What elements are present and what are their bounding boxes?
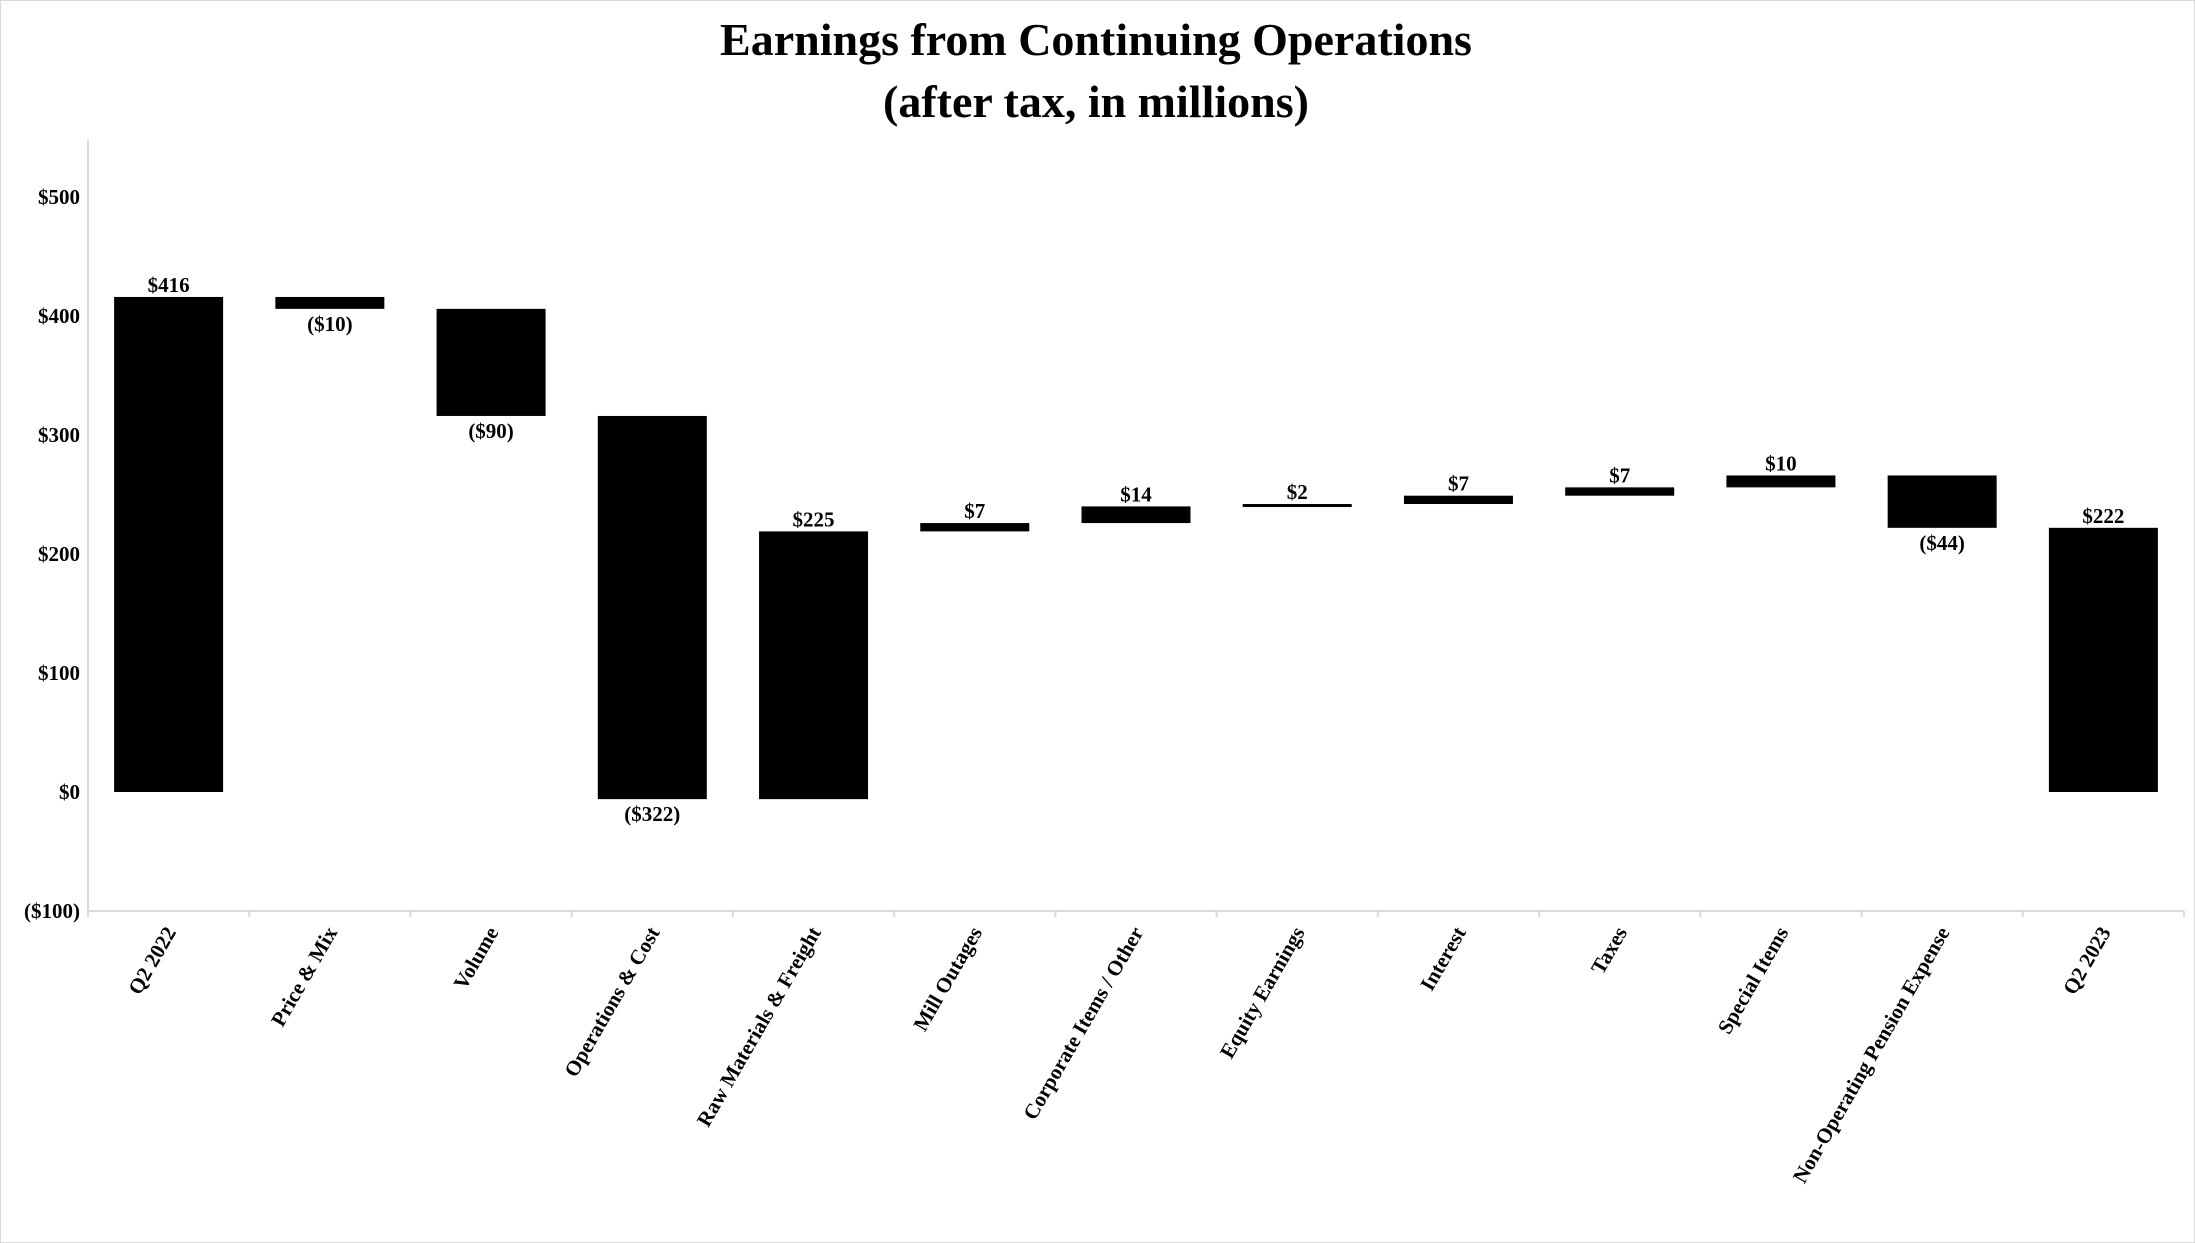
y-tick-label: $100 [38, 661, 80, 685]
bar-0 [114, 296, 224, 792]
bar-11 [1887, 475, 1997, 528]
bar-2 [436, 308, 546, 416]
bar-6 [1081, 506, 1191, 524]
labels: $416 Q2 2022 ($10) Price & Mix ($90) Volume ($… [123, 273, 2124, 1187]
bar-8 [1403, 495, 1513, 505]
x-tick-label: Equity Earnings [1215, 923, 1310, 1063]
y-tick-label: $200 [38, 542, 80, 566]
x-tick-label: Taxes [1586, 923, 1632, 979]
data-label: $7 [1609, 463, 1630, 487]
x-tick-label: Price & Mix [266, 922, 342, 1030]
y-tick-label: $400 [38, 304, 80, 328]
x-tick-label: Special Items [1713, 923, 1794, 1039]
bar-3 [597, 415, 707, 800]
data-label: $416 [148, 273, 190, 297]
data-label: $2 [1287, 480, 1308, 504]
data-label: ($10) [307, 312, 353, 336]
x-tick-label: Mill Outages [908, 923, 987, 1036]
y-tick-label: $0 [59, 780, 80, 804]
x-tick-label: Q2 2022 [123, 923, 181, 999]
data-label: $7 [1448, 472, 1469, 496]
bar-4 [759, 531, 869, 800]
data-label: ($44) [1919, 531, 1965, 555]
data-label: $10 [1765, 451, 1797, 475]
bars [114, 296, 2158, 800]
data-label: $225 [793, 507, 835, 531]
bar-5 [920, 523, 1030, 532]
bar-9 [1565, 487, 1675, 496]
axes: ($100) $0 $100 $200 $300 $400 $500 [24, 140, 2185, 923]
x-tick-label: Q2 2023 [2058, 923, 2116, 999]
data-label: $14 [1120, 482, 1152, 506]
data-label: $222 [2082, 504, 2124, 528]
y-tick-label: $500 [38, 185, 80, 209]
data-label: ($322) [624, 802, 680, 826]
x-tick-label: Interest [1415, 922, 1471, 994]
x-tick-label: Corporate Items / Other [1018, 923, 1148, 1124]
chart-title: Earnings from Continuing Operations [720, 14, 1472, 65]
data-label: ($90) [468, 419, 514, 443]
x-tick-label: Raw Materials & Freight [692, 922, 826, 1130]
bar-1 [275, 296, 385, 309]
bar-7 [1242, 504, 1352, 508]
chart-subtitle: (after tax, in millions) [883, 76, 1309, 127]
bar-10 [1726, 475, 1836, 488]
x-tick-label: Non-Operating Pension Expense [1788, 923, 1955, 1188]
x-tick-label: Volume [449, 923, 504, 994]
x-tick-label: Operations & Cost [559, 923, 664, 1082]
y-tick-label: ($100) [24, 899, 80, 923]
data-label: $7 [964, 499, 985, 523]
y-tick-label: $300 [38, 423, 80, 447]
bar-12 [2048, 527, 2158, 792]
